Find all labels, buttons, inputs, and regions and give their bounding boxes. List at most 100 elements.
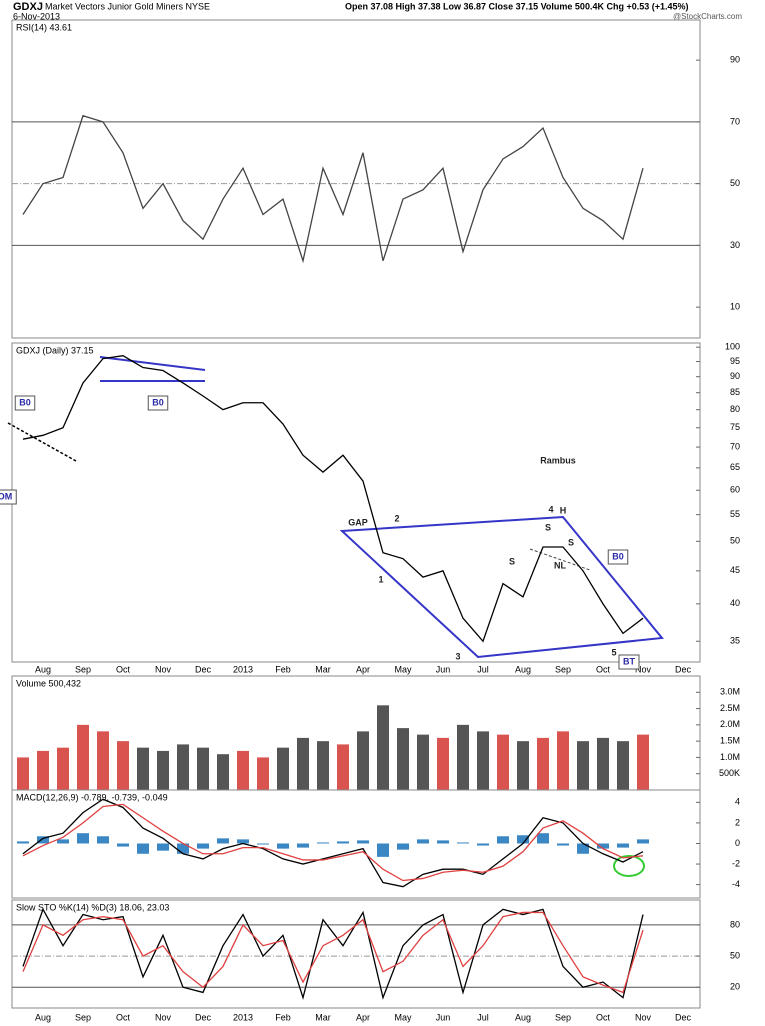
volume-bar [117, 741, 129, 790]
histogram-bar [337, 841, 349, 844]
volume-bar [277, 747, 289, 790]
y-tick-label: 40 [730, 598, 740, 608]
y-tick-label: 50 [730, 950, 740, 960]
volume-bar [457, 724, 469, 790]
x-tick-label: Dec [195, 664, 212, 674]
x-tick-label: Oct [116, 664, 131, 674]
x-tick-label: Sep [75, 1012, 91, 1022]
histogram-bar [157, 843, 169, 851]
panel-title: Volume 500,432 [16, 678, 81, 688]
volume-bar [177, 744, 189, 790]
annotation: GAP [348, 517, 368, 527]
histogram-bar [297, 843, 309, 848]
annotation-box [607, 549, 629, 565]
histogram-bar [37, 836, 49, 844]
volume-bar [337, 744, 349, 790]
date: 6-Nov-2013 [13, 11, 60, 21]
annotation-box [618, 654, 640, 670]
x-tick-label: Aug [35, 664, 51, 674]
volume-bar [37, 750, 49, 790]
y-tick-label: 10 [730, 302, 740, 312]
x-tick-label: Mar [315, 664, 331, 674]
annotation: 3 [455, 651, 460, 661]
volume-bar [597, 737, 609, 790]
annotation: OM [0, 491, 12, 501]
x-tick-label: Dec [675, 1012, 692, 1022]
x-tick-label: Feb [275, 1012, 291, 1022]
x-tick-label: Oct [116, 1012, 131, 1022]
histogram-bar [317, 842, 329, 844]
histogram-bar [397, 843, 409, 850]
annotation: S [509, 556, 515, 566]
x-tick-label: Nov [155, 664, 172, 674]
panel-frame [11, 899, 701, 1009]
y-tick-label: 80 [730, 919, 740, 929]
annotation: B0 [152, 397, 164, 407]
histogram-bar [537, 833, 549, 844]
panel-title: GDXJ (Daily) 37.15 [16, 345, 94, 355]
histogram-bar [117, 843, 129, 847]
volume-bar [477, 731, 489, 790]
histogram-bar [437, 840, 449, 844]
y-tick-label: 50 [730, 178, 740, 188]
histogram-bar [457, 842, 469, 844]
volume-bar [577, 741, 589, 790]
y-tick-label: 90 [730, 371, 740, 381]
histogram-bar [177, 843, 189, 854]
histogram-bar [17, 841, 29, 844]
x-tick-label: Jul [477, 664, 489, 674]
x-tick-label: May [394, 1012, 412, 1022]
volume-bar [537, 737, 549, 790]
y-tick-label: 0 [735, 838, 740, 848]
x-tick-label: Sep [555, 664, 571, 674]
x-tick-label: Jun [436, 664, 451, 674]
annotation: Rambus [540, 455, 576, 465]
annotation: BT [623, 656, 635, 666]
y-tick-label: 70 [730, 116, 740, 126]
y-tick-label: 75 [730, 422, 740, 432]
volume-bar [397, 728, 409, 790]
volume-bar [417, 734, 429, 790]
volume-bar [557, 731, 569, 790]
y-tick-label: -2 [732, 858, 740, 868]
panel-title: MACD(12,26,9) -0.789, -0.739, -0.049 [16, 792, 168, 802]
annotation: 1 [378, 574, 383, 584]
y-tick-label: 1.5M [720, 736, 740, 746]
indicator-line [22, 798, 644, 888]
x-tick-label: Jul [477, 1012, 489, 1022]
histogram-bar [217, 838, 229, 844]
y-tick-label: 20 [730, 982, 740, 992]
volume-bar [617, 741, 629, 790]
y-tick-label: 2.0M [720, 719, 740, 729]
x-tick-label: Aug [35, 1012, 51, 1022]
x-tick-label: Dec [195, 1012, 212, 1022]
volume-bar [57, 747, 69, 790]
y-tick-label: 1.0M [720, 752, 740, 762]
panel-title: Slow STO %K(14) %D(3) 18.06, 23.03 [16, 902, 169, 912]
quote: Open 37.08 High 37.38 Low 36.87 Close 37… [345, 1, 689, 11]
volume-bar [357, 731, 369, 790]
x-tick-label: Apr [356, 1012, 370, 1022]
histogram-bar [357, 840, 369, 844]
triangle-line [99, 356, 206, 371]
y-tick-label: 65 [730, 462, 740, 472]
x-tick-label: Sep [555, 1012, 571, 1022]
histogram-bar [637, 839, 649, 844]
y-tick-label: -4 [732, 879, 740, 889]
volume-bar [197, 747, 209, 790]
x-tick-label: Oct [596, 664, 611, 674]
annotation-box [14, 395, 36, 411]
indicator-line [22, 911, 644, 994]
y-tick-label: 100 [725, 342, 740, 352]
volume-bar [497, 734, 509, 790]
x-tick-label: 2013 [233, 664, 253, 674]
y-tick-label: 35 [730, 636, 740, 646]
x-tick-label: 2013 [233, 1012, 253, 1022]
histogram-bar [57, 839, 69, 844]
annotation: 4 [548, 504, 553, 514]
y-tick-label: 80 [730, 404, 740, 414]
histogram-bar [97, 836, 109, 844]
y-tick-label: 30 [730, 240, 740, 250]
annotation: 2 [394, 513, 399, 523]
